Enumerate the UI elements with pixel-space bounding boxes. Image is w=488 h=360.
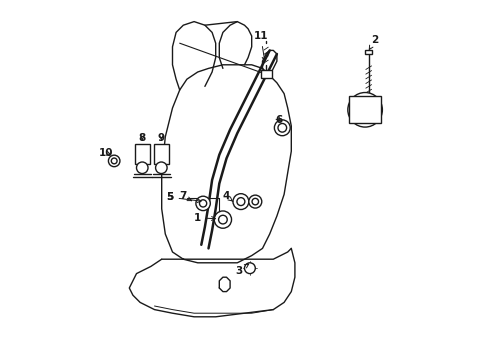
Text: 11: 11 <box>253 31 267 61</box>
Text: 7: 7 <box>179 191 191 201</box>
Text: 6: 6 <box>275 114 282 125</box>
Circle shape <box>347 93 382 127</box>
Text: 5: 5 <box>166 192 201 203</box>
Text: 5: 5 <box>166 192 173 202</box>
Circle shape <box>244 263 255 274</box>
Text: 4: 4 <box>223 191 232 202</box>
Text: 3: 3 <box>235 264 248 276</box>
Text: 8: 8 <box>139 132 145 143</box>
Text: 2: 2 <box>368 35 378 49</box>
Circle shape <box>108 155 120 167</box>
Circle shape <box>274 120 289 136</box>
Text: 1: 1 <box>194 213 215 223</box>
Circle shape <box>232 194 248 210</box>
Circle shape <box>196 196 210 211</box>
Bar <box>365 50 371 54</box>
Bar <box>153 144 168 164</box>
Bar <box>260 70 271 78</box>
Circle shape <box>155 162 167 174</box>
Circle shape <box>248 195 261 208</box>
Bar <box>134 144 149 164</box>
Text: 10: 10 <box>99 148 113 158</box>
Circle shape <box>214 211 231 228</box>
Bar <box>348 96 381 123</box>
Text: 9: 9 <box>158 132 164 143</box>
Circle shape <box>136 162 148 174</box>
